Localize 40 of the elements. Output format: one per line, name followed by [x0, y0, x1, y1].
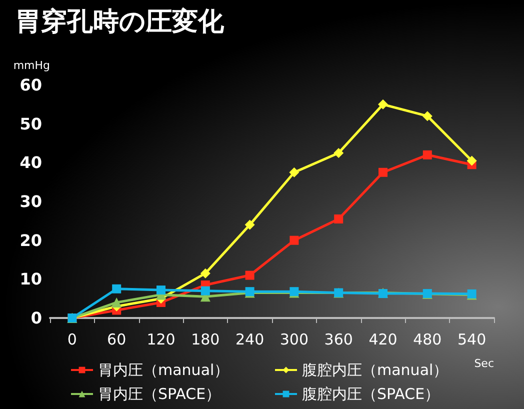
x-tick-label: 480: [413, 330, 442, 348]
point: [422, 111, 432, 122]
x-axis-title: Sec: [474, 357, 494, 370]
legend-label: 胃内圧（manual）: [98, 361, 230, 379]
x-tick-label: 120: [146, 330, 176, 348]
y-tick-label: 50: [20, 114, 42, 134]
legend-label: 胃内圧（SPACE）: [98, 385, 221, 403]
x-tick-label: 60: [107, 330, 126, 348]
y-tick-label: 40: [20, 153, 42, 172]
y-axis-title: mmHg: [13, 59, 50, 72]
x-tick-label: 300: [280, 330, 309, 348]
point: [334, 214, 344, 224]
x-tick-label: 240: [235, 330, 264, 348]
x-tick-label: 420: [368, 330, 398, 348]
point: [112, 284, 122, 294]
chart-title: 胃穿孔時の圧変化: [15, 7, 225, 37]
x-tick-label: 180: [191, 330, 220, 348]
point: [200, 286, 210, 296]
point: [378, 168, 388, 177]
point: [378, 99, 388, 110]
point: [156, 286, 166, 295]
x-tick-label: 540: [457, 330, 486, 348]
point: [422, 150, 432, 160]
y-tick-label: 10: [20, 270, 42, 289]
legend-label: 腹腔内圧（manual）: [302, 361, 448, 379]
y-tick-label: 30: [20, 192, 42, 211]
point: [244, 220, 255, 230]
legend-label: 腹腔内圧（SPACE）: [302, 385, 440, 403]
point: [200, 268, 210, 278]
y-tick-label: 20: [20, 230, 42, 250]
x-tick-label: 0: [67, 330, 77, 348]
point: [290, 236, 299, 245]
y-tick-label: 0: [30, 308, 42, 328]
y-tick-label: 60: [20, 76, 42, 94]
point: [289, 167, 300, 178]
x-tick-label: 360: [324, 330, 353, 348]
point: [112, 297, 122, 308]
point: [466, 156, 477, 166]
point: [245, 270, 254, 280]
point: [334, 148, 344, 158]
